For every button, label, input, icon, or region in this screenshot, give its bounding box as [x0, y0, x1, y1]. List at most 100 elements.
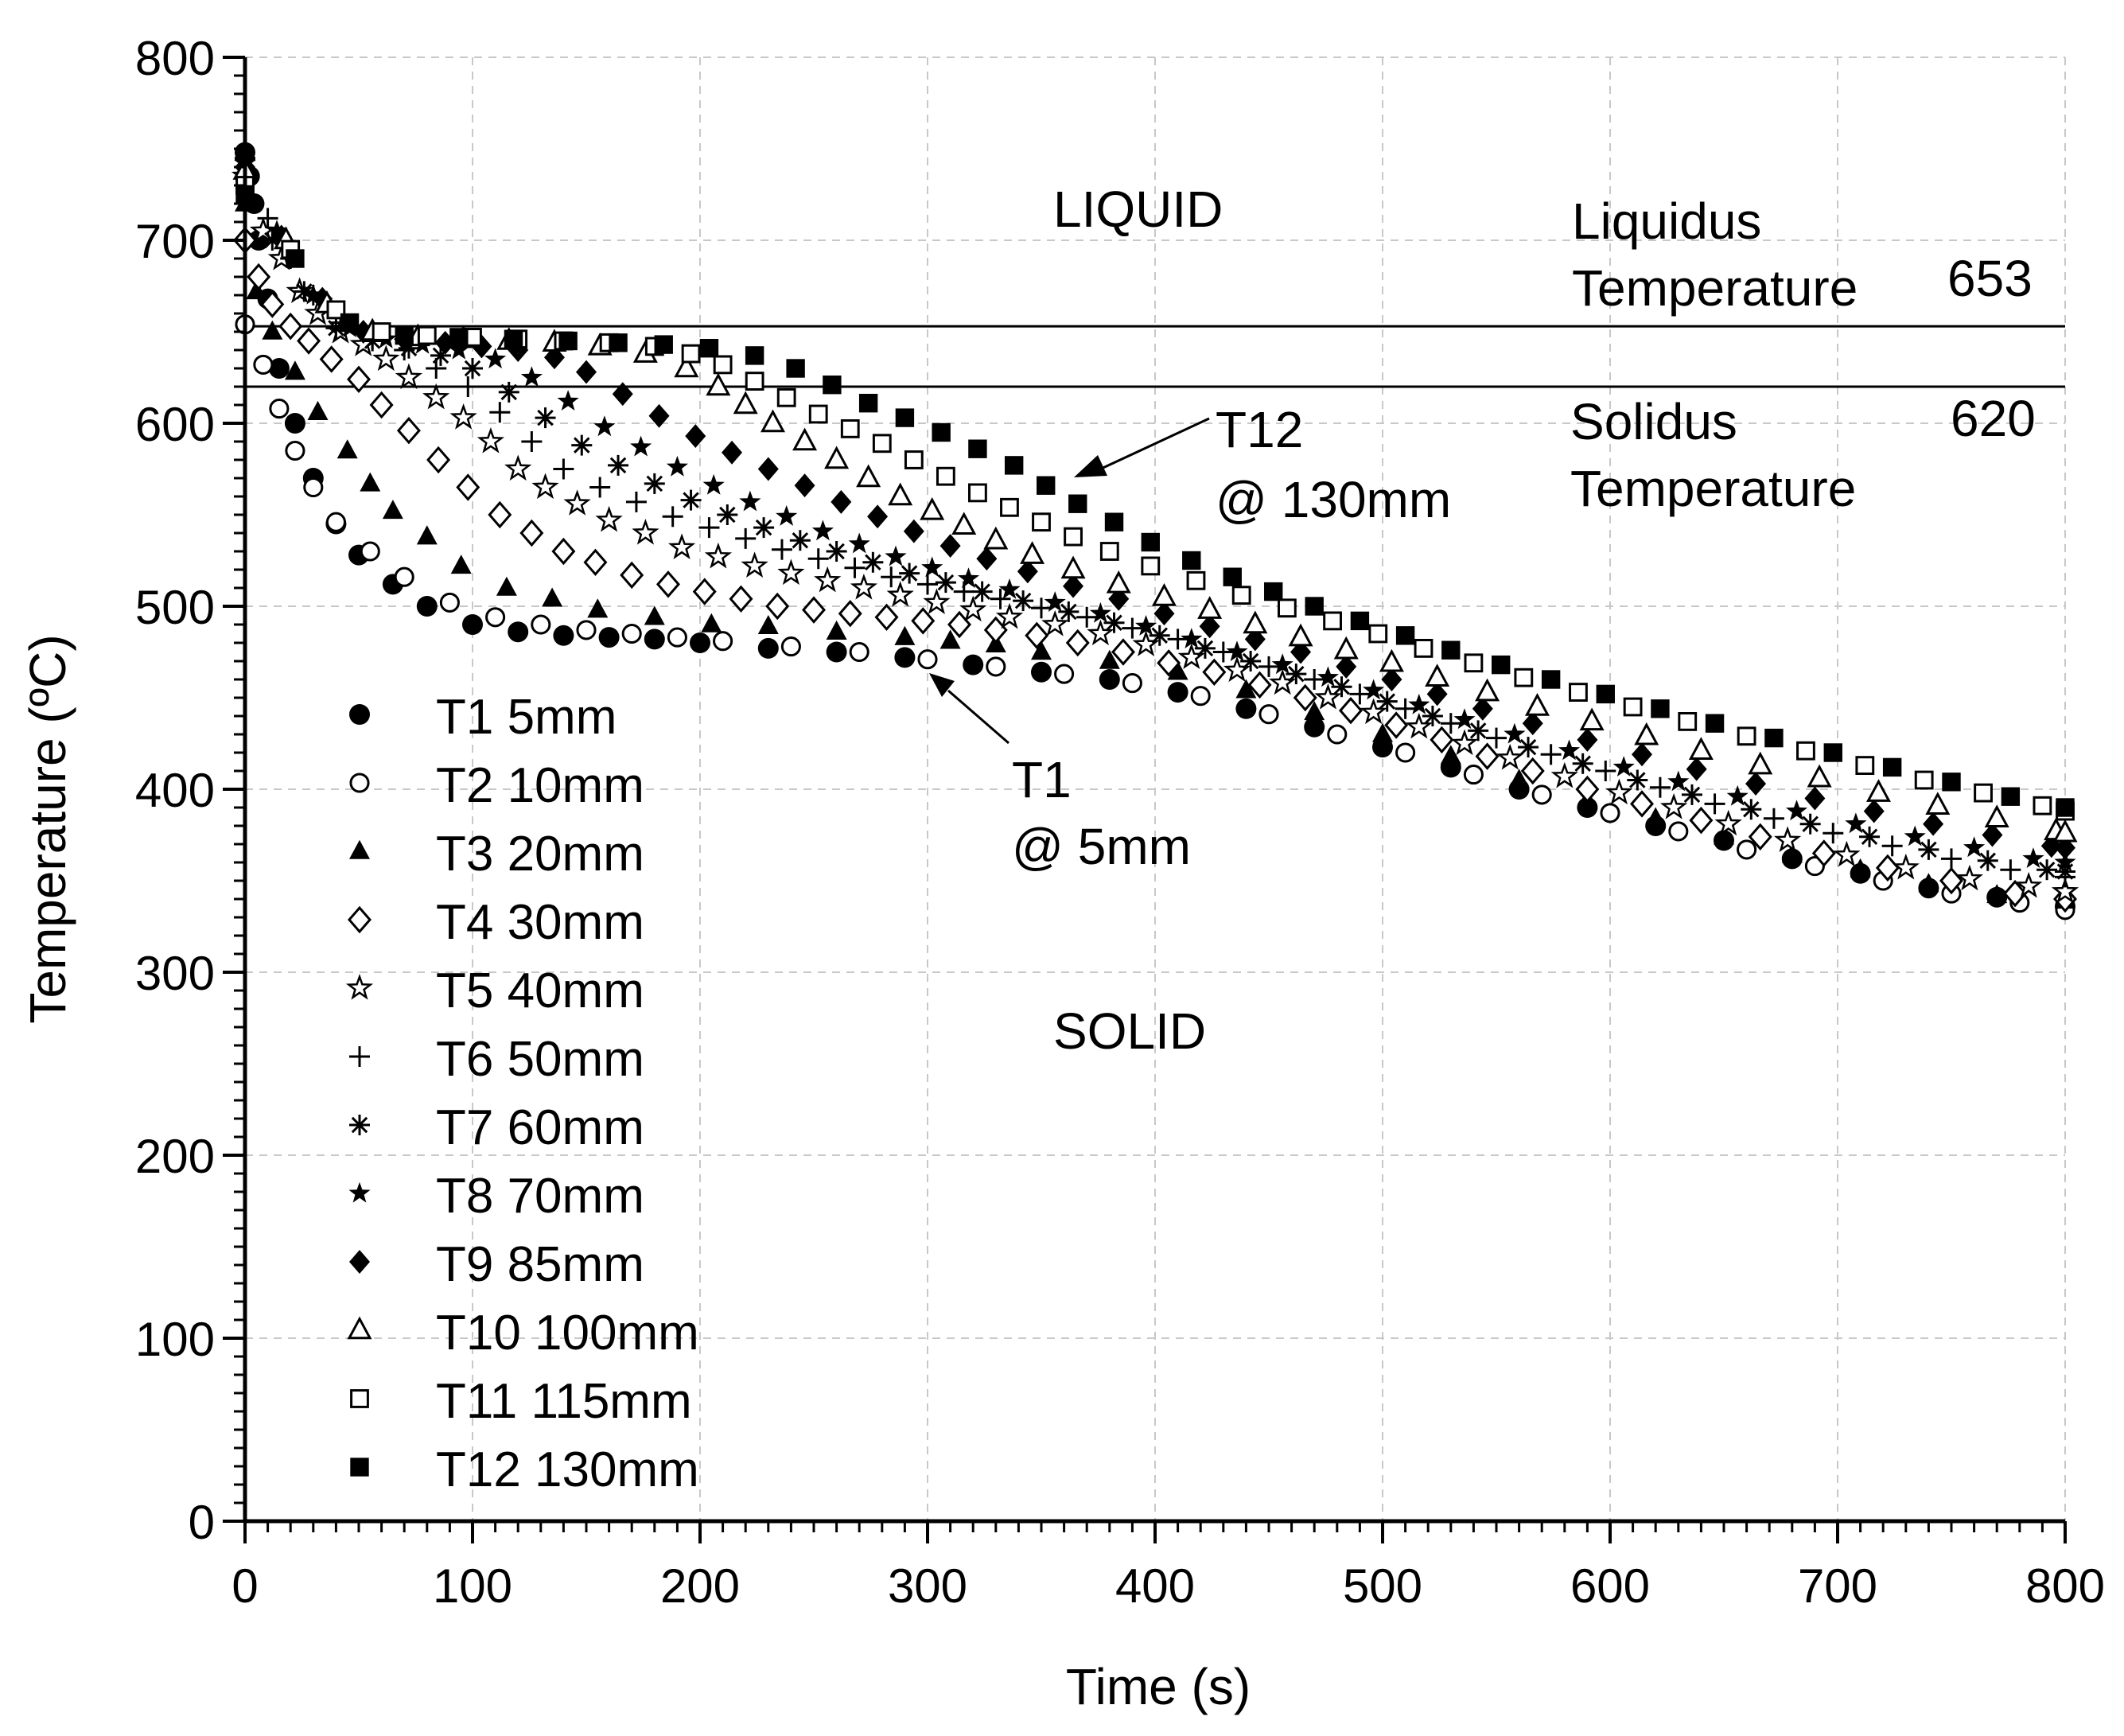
- data-point: [904, 450, 924, 469]
- asterisk-stroke: [646, 475, 663, 492]
- data-point: [1612, 756, 1635, 777]
- data-point: [247, 263, 271, 291]
- y-tick-label: 300: [135, 947, 215, 1000]
- data-point: [1336, 654, 1357, 679]
- data-point: [1194, 637, 1216, 659]
- data-point: [520, 366, 543, 387]
- data-point: [1577, 727, 1598, 752]
- data-point: [457, 376, 479, 397]
- data-point: [1714, 825, 1734, 845]
- data-point: [1068, 494, 1087, 513]
- data-point: [553, 458, 574, 480]
- data-point: [1099, 669, 1120, 690]
- data-point: [1540, 744, 1562, 765]
- data-point: [1199, 614, 1220, 639]
- data-point: [1240, 651, 1262, 671]
- data-point: [268, 358, 290, 379]
- data-point: [1060, 555, 1086, 579]
- data-point: [757, 637, 779, 659]
- data-point: [1264, 582, 1283, 601]
- data-point: [1064, 527, 1083, 547]
- asterisk-stroke: [574, 437, 590, 453]
- data-point: [1076, 606, 1098, 628]
- data-point: [1659, 793, 1688, 819]
- data-point: [824, 446, 850, 469]
- data-point: [917, 649, 938, 670]
- data-point: [1099, 649, 1120, 669]
- y-tick-label: 500: [135, 581, 215, 634]
- data-point: [1277, 598, 1297, 618]
- t1-annotation: T1 @ 5mm: [929, 673, 1191, 875]
- data-point: [257, 208, 278, 229]
- data-point: [771, 539, 792, 560]
- data-point: [920, 496, 945, 520]
- data-point: [1247, 671, 1272, 699]
- data-point: [369, 391, 394, 419]
- legend-marker: [349, 839, 370, 859]
- asterisk-stroke: [1979, 852, 1997, 869]
- data-point: [674, 354, 699, 378]
- data-point: [422, 383, 450, 410]
- data-point: [449, 328, 469, 347]
- data-point: [2000, 859, 2021, 881]
- data-point: [1705, 714, 1725, 733]
- data-point: [1942, 773, 1961, 792]
- data-point: [1360, 698, 1387, 724]
- data-point: [284, 413, 305, 434]
- data-point: [792, 427, 818, 451]
- legend-label: T1 5mm: [436, 690, 617, 745]
- data-point: [1918, 873, 1939, 893]
- data-point: [1408, 693, 1430, 714]
- data-point: [347, 365, 371, 394]
- data-point: [1859, 826, 1881, 847]
- data-point: [713, 355, 733, 375]
- data-point: [704, 542, 733, 569]
- data-point: [814, 566, 842, 593]
- data-point: [1405, 712, 1433, 739]
- data-point: [1737, 839, 1757, 860]
- asterisk-stroke: [1151, 627, 1168, 644]
- data-point: [396, 416, 421, 445]
- data-point: [1223, 567, 1242, 586]
- data-point: [1627, 769, 1648, 791]
- asterisk-stroke: [537, 409, 554, 426]
- data-point: [531, 614, 551, 635]
- data-point: [1304, 669, 1325, 690]
- data-point: [284, 360, 305, 380]
- data-point: [1799, 813, 1821, 835]
- asterisk-stroke: [1333, 678, 1350, 695]
- data-point: [1986, 884, 2008, 904]
- data-point: [456, 473, 480, 501]
- data-point: [620, 561, 644, 590]
- data-point: [1044, 591, 1066, 612]
- data-point: [1379, 648, 1404, 672]
- data-point: [395, 325, 414, 345]
- data-point: [1855, 756, 1875, 776]
- data-point: [983, 616, 1008, 644]
- liquidus-label-line1: Liquidus: [1572, 193, 1761, 250]
- data-point: [2040, 834, 2062, 858]
- asterisk-stroke: [2038, 861, 2056, 878]
- legend-marker: [348, 905, 372, 934]
- data-point: [519, 519, 544, 547]
- data-point: [644, 629, 665, 650]
- data-point: [1668, 821, 1689, 842]
- data-point: [1037, 476, 1056, 495]
- data-point: [1984, 804, 2009, 828]
- data-point: [563, 489, 591, 516]
- data-point: [260, 290, 285, 318]
- data-point: [2001, 787, 2021, 806]
- data-point: [382, 500, 403, 520]
- data-point: [2015, 871, 2043, 898]
- x-tick-label: 200: [660, 1559, 740, 1613]
- data-point: [360, 541, 380, 562]
- data-point: [1974, 783, 1993, 803]
- data-point: [450, 555, 472, 574]
- data-point: [1667, 770, 1690, 792]
- data-point: [1651, 699, 1670, 718]
- data-point: [745, 346, 764, 365]
- data-point: [1304, 716, 1325, 738]
- data-point: [1167, 660, 1188, 680]
- data-point: [2056, 798, 2075, 817]
